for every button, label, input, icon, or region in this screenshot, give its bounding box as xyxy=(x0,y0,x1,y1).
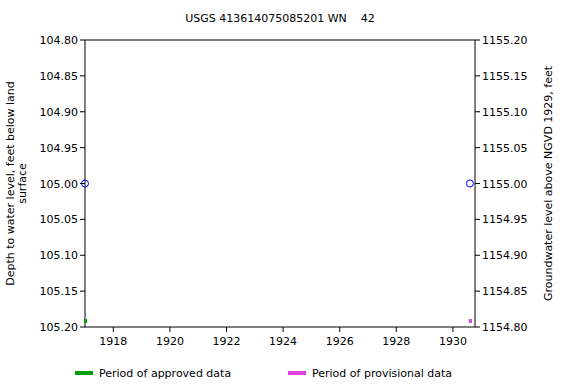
x-tick-label: 1924 xyxy=(269,335,297,348)
y2-tick-label: 1155.15 xyxy=(482,70,528,83)
x-tick-label: 1930 xyxy=(439,335,467,348)
x-tick xyxy=(169,327,170,332)
y2-tick-label: 1154.80 xyxy=(482,321,528,334)
y2-tick-label: 1155.05 xyxy=(482,142,528,155)
y2-tick-label: 1155.20 xyxy=(482,34,528,47)
y2-tick xyxy=(475,255,480,256)
period-mark xyxy=(84,319,87,323)
x-tick-label: 1928 xyxy=(382,335,410,348)
y-tick xyxy=(80,147,85,148)
y-tick-label: 104.90 xyxy=(40,106,79,119)
x-tick xyxy=(113,327,114,332)
legend-label: Period of provisional data xyxy=(312,367,452,380)
x-tick-label: 1920 xyxy=(156,335,184,348)
y-tick-label: 104.80 xyxy=(40,34,79,47)
x-tick xyxy=(339,327,340,332)
y-tick xyxy=(80,40,85,41)
x-tick xyxy=(283,327,284,332)
legend-label: Period of approved data xyxy=(99,367,231,380)
y2-tick xyxy=(475,327,480,328)
y-tick xyxy=(80,219,85,220)
y-tick-label: 105.20 xyxy=(40,321,79,334)
marks xyxy=(82,180,474,323)
x-tick-label: 1926 xyxy=(326,335,354,348)
period-mark xyxy=(469,319,472,323)
x-tick xyxy=(226,327,227,332)
y2-tick xyxy=(475,75,480,76)
title: USGS 413614075085201 WN 42 xyxy=(185,12,375,25)
x-tick xyxy=(396,327,397,332)
y2-tick xyxy=(475,147,480,148)
y2-tick-label: 1155.10 xyxy=(482,106,528,119)
y2-tick xyxy=(475,183,480,184)
y-tick-label: 104.95 xyxy=(40,142,79,155)
y-tick-label: 105.05 xyxy=(40,213,79,226)
y2-tick xyxy=(475,111,480,112)
y2-tick-label: 1154.85 xyxy=(482,285,528,298)
data-point xyxy=(82,180,89,187)
y-axis-label: surface xyxy=(16,163,29,204)
y-tick xyxy=(80,75,85,76)
y-tick-label: 105.10 xyxy=(40,249,79,262)
legend-swatch xyxy=(288,371,306,375)
y2-axis-label: Groundwater level above NGVD 1929, feet xyxy=(542,65,555,301)
y-tick xyxy=(80,183,85,184)
y-tick-label: 105.00 xyxy=(40,178,79,191)
y2-tick-label: 1154.95 xyxy=(482,213,528,226)
y2-tick xyxy=(475,40,480,41)
y2-tick xyxy=(475,291,480,292)
y2-tick-label: 1154.90 xyxy=(482,249,528,262)
y-tick xyxy=(80,255,85,256)
data-point xyxy=(466,180,473,187)
y-tick xyxy=(80,291,85,292)
y-tick xyxy=(80,327,85,328)
x-tick xyxy=(452,327,453,332)
y-tick xyxy=(80,111,85,112)
y2-tick-label: 1155.00 xyxy=(482,178,528,191)
chart: USGS 413614075085201 WN 42 1918 1920 1922 19… xyxy=(0,0,576,384)
plot-frame xyxy=(85,40,475,327)
y2-tick xyxy=(475,219,480,220)
y-tick-label: 105.15 xyxy=(40,285,79,298)
legend-swatch xyxy=(75,371,93,375)
x-tick-label: 1922 xyxy=(213,335,241,348)
x-tick-label: 1918 xyxy=(99,335,127,348)
y-tick-label: 104.85 xyxy=(40,70,79,83)
